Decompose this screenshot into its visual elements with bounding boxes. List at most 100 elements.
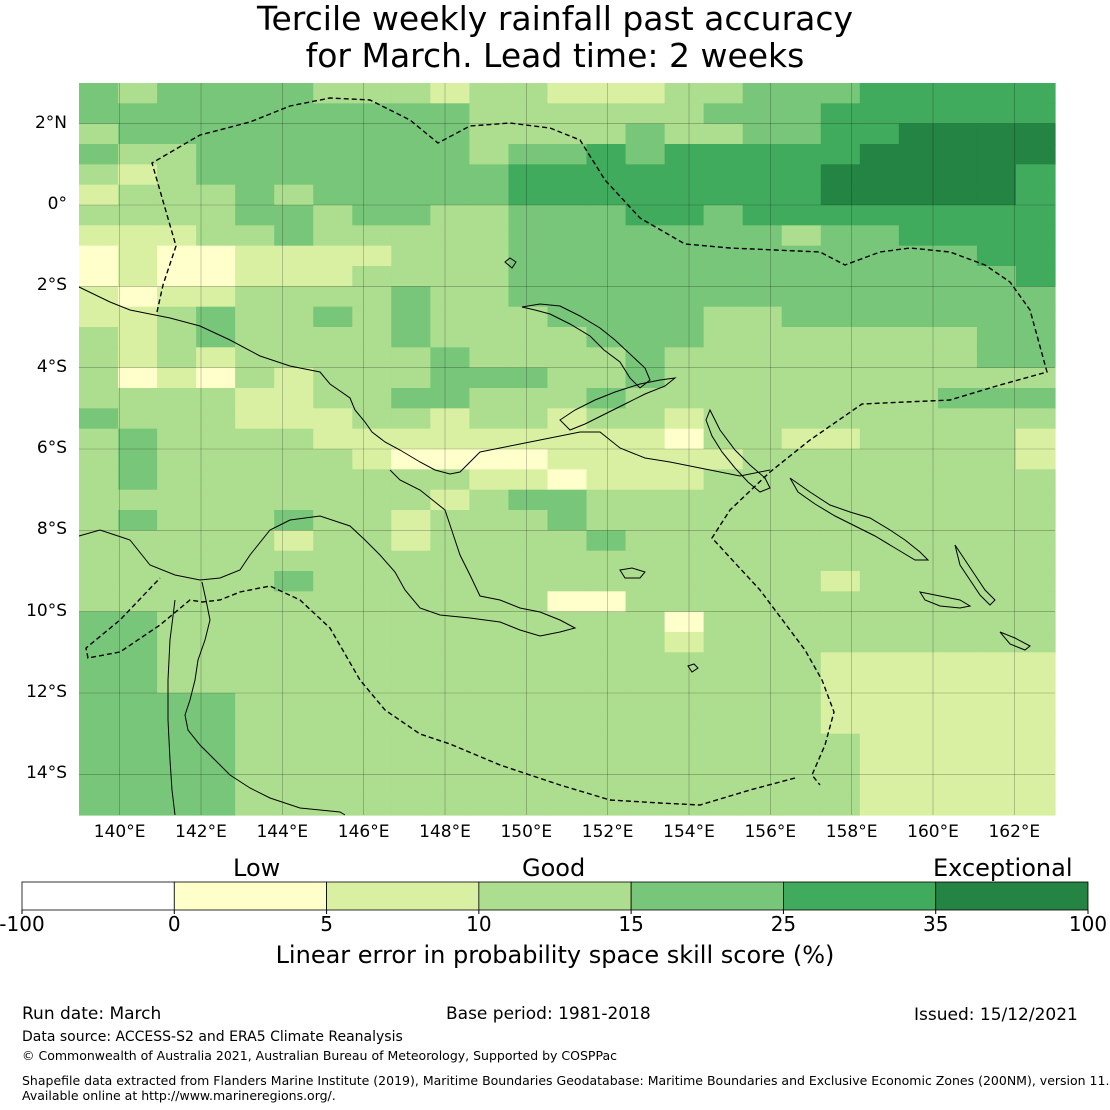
skill-cell bbox=[430, 510, 470, 531]
skill-cell bbox=[235, 449, 275, 470]
skill-cell bbox=[937, 164, 978, 186]
skill-cell bbox=[469, 774, 510, 796]
skill-cell bbox=[703, 510, 744, 531]
skill-cell bbox=[508, 184, 549, 206]
skill-cell bbox=[820, 550, 861, 572]
skill-cell bbox=[430, 306, 470, 328]
skill-cell bbox=[625, 144, 666, 165]
skill-cell bbox=[313, 550, 353, 572]
skill-cell bbox=[703, 123, 744, 145]
skill-cell bbox=[235, 733, 275, 755]
skill-cell bbox=[937, 347, 978, 369]
skill-cell bbox=[79, 693, 119, 714]
skill-cell bbox=[742, 428, 783, 450]
skill-cell bbox=[703, 388, 744, 409]
skill-cell bbox=[118, 164, 158, 186]
skill-cell bbox=[586, 611, 627, 633]
coastline-new-britain bbox=[521, 303, 651, 389]
skill-cell bbox=[313, 83, 353, 104]
skill-cell bbox=[196, 754, 236, 775]
skill-cell bbox=[313, 672, 353, 694]
category-low: Low bbox=[233, 854, 281, 882]
skill-cell bbox=[703, 245, 744, 267]
skill-cell bbox=[1015, 510, 1056, 531]
skill-cell bbox=[391, 693, 431, 714]
skill-cell bbox=[430, 611, 470, 633]
skill-cell bbox=[547, 571, 588, 592]
skill-cell bbox=[586, 408, 627, 430]
skill-cell bbox=[391, 306, 431, 328]
skill-cell bbox=[508, 794, 549, 816]
skill-cell bbox=[391, 388, 431, 409]
skill-cell bbox=[118, 306, 158, 328]
skill-cell bbox=[547, 103, 588, 125]
skill-cell bbox=[937, 408, 978, 430]
skill-cell bbox=[586, 550, 627, 572]
skill-cell bbox=[469, 530, 510, 552]
skill-cell bbox=[547, 144, 588, 165]
skill-cell bbox=[703, 286, 744, 308]
skill-cell bbox=[157, 672, 197, 694]
skill-cell bbox=[352, 388, 392, 409]
skill-cell bbox=[430, 632, 470, 653]
skill-cell bbox=[391, 164, 431, 186]
skill-cell bbox=[79, 144, 119, 165]
lat-label: 0° bbox=[47, 194, 67, 214]
skill-cell bbox=[742, 205, 783, 226]
skill-cell bbox=[781, 632, 822, 653]
skill-cell bbox=[118, 286, 158, 308]
skill-cell bbox=[235, 591, 275, 613]
skill-cell bbox=[196, 449, 236, 470]
skill-cell bbox=[781, 449, 822, 470]
skill-cell bbox=[742, 103, 783, 125]
skill-cell bbox=[1015, 286, 1056, 308]
skill-cell bbox=[664, 469, 705, 491]
skill-cell bbox=[586, 571, 627, 592]
skill-cell bbox=[547, 123, 588, 145]
skill-cell bbox=[313, 530, 353, 552]
skill-cell bbox=[664, 754, 705, 775]
skill-cell bbox=[859, 103, 900, 125]
skill-cell bbox=[391, 184, 431, 206]
skill-cell bbox=[391, 672, 431, 694]
skill-cell bbox=[898, 408, 939, 430]
skill-cell bbox=[469, 794, 510, 816]
skill-cell bbox=[898, 571, 939, 592]
skill-cell bbox=[430, 489, 470, 511]
skill-cell bbox=[157, 225, 197, 247]
skill-cell bbox=[742, 123, 783, 145]
skill-cell bbox=[898, 388, 939, 409]
skill-cell bbox=[79, 632, 119, 653]
skill-cell bbox=[469, 388, 510, 409]
skill-cell bbox=[742, 347, 783, 369]
skill-cell bbox=[274, 611, 314, 633]
skill-cell bbox=[586, 266, 627, 287]
skill-cell bbox=[430, 123, 470, 145]
skill-cell bbox=[118, 347, 158, 369]
skill-cell bbox=[976, 774, 1017, 796]
colorbar-tick-label: 10 bbox=[466, 912, 492, 936]
skill-cell bbox=[274, 428, 314, 450]
skill-cell bbox=[664, 245, 705, 267]
skill-cell bbox=[664, 449, 705, 470]
skill-cell bbox=[508, 632, 549, 653]
skill-cell bbox=[742, 652, 783, 674]
skill-cell bbox=[1015, 693, 1056, 714]
skill-cell bbox=[781, 774, 822, 796]
skill-cell bbox=[586, 530, 627, 552]
skill-cell bbox=[157, 123, 197, 145]
skill-cell bbox=[508, 774, 549, 796]
skill-cell bbox=[625, 103, 666, 125]
skill-cell bbox=[235, 367, 275, 389]
skill-cell bbox=[781, 144, 822, 165]
skill-cell bbox=[157, 652, 197, 674]
skill-cell bbox=[469, 266, 510, 287]
skill-cell bbox=[625, 408, 666, 430]
skill-cell bbox=[391, 530, 431, 552]
skill-cell bbox=[196, 103, 236, 125]
skill-cell bbox=[664, 327, 705, 348]
skill-cell bbox=[586, 774, 627, 796]
skill-cell bbox=[430, 550, 470, 572]
skill-cell bbox=[469, 103, 510, 125]
skill-cell bbox=[352, 184, 392, 206]
